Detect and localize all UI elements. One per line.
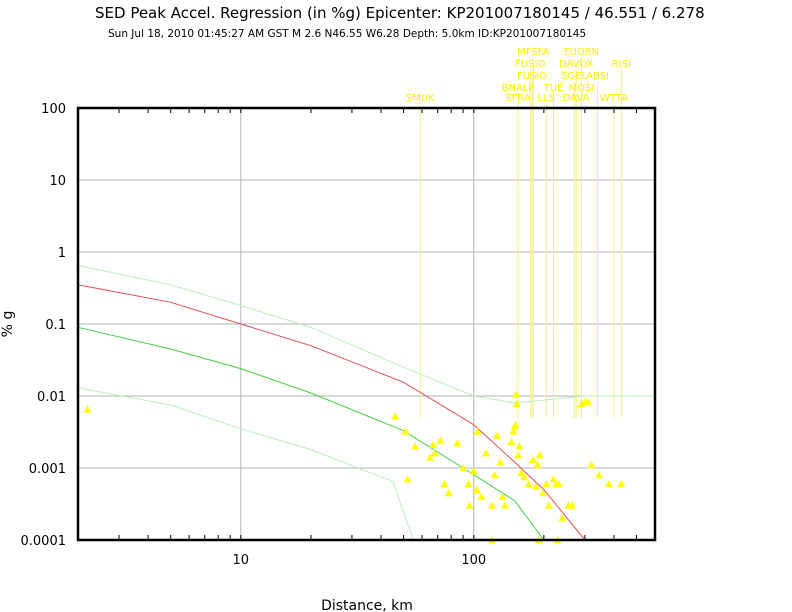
station-leader-lines [419,57,622,418]
data-point-triangle [544,501,553,509]
station-label: FUSIO [517,71,547,82]
data-point-triangle [538,489,547,497]
data-point-triangle [577,399,586,407]
data-point-triangle [509,427,518,435]
data-point-triangle [411,442,420,450]
data-point-triangle [482,449,491,457]
y-tick-label: 1 [58,246,66,261]
data-point-triangle [440,480,449,488]
data-point-triangle [83,405,92,413]
data-point-triangle [542,480,551,488]
data-point-triangle [493,431,502,439]
data-point-triangle [535,451,544,459]
station-label: FUORN [564,47,599,58]
data-point-triangle [595,471,603,479]
station-label: SGEL [561,71,587,82]
data-point-triangle [429,440,438,448]
data-point-triangle [464,480,473,488]
data-point-triangle [558,514,567,522]
data-point-triangle [426,453,435,461]
data-point-triangle [587,461,596,469]
station-label: WTTA [600,93,628,104]
y-tick-label: 0.001 [29,462,66,477]
axis-ticks: 10 100 100 10 1 0.1 0.01 0.001 0.0001 [21,102,638,568]
data-point-triangle [554,480,563,488]
data-point-triangle [529,455,538,463]
data-point-triangle [533,461,542,469]
station-label: MFSFA [517,47,549,58]
data-point-triangle [512,399,521,407]
data-point-triangle [391,412,400,420]
data-point-triangle [514,451,523,459]
x-tick-label: 10 [233,553,250,568]
station-label: DAVOX [559,59,594,70]
upper-band-curve [77,265,655,404]
chart-title: SED Peak Accel. Regression (in %g) Epice… [95,4,705,22]
x-tick-label: 100 [461,553,486,568]
data-point-triangle [459,464,468,472]
data-point-triangle [498,492,507,500]
data-point-triangle [532,482,540,490]
y-tick-label: 0.0001 [21,534,67,549]
x-axis-label: Distance, km [321,598,413,612]
station-label: TUE [543,83,564,94]
lower-curve [77,326,545,541]
data-point-triangle [500,501,509,509]
regression-curves [77,265,655,541]
station-label: SMUK [406,93,435,104]
data-point-triangle [401,427,410,435]
data-point-triangle [473,427,482,435]
chart-subtitle: Sun Jul 18, 2010 01:45:27 AM GST M 2.6 N… [108,28,586,40]
data-point-triangle [488,501,497,509]
station-label: ABSI [586,71,609,82]
station-label: MOSI [569,83,595,94]
station-data-points [83,390,626,544]
data-point-triangle [507,438,516,446]
data-point-triangle [515,442,524,450]
station-label: LLS [538,93,556,104]
data-point-triangle [444,489,453,497]
data-point-triangle [472,485,481,493]
data-point-triangle [430,449,439,457]
station-label: DAVA [563,93,590,104]
data-point-triangle [584,398,593,406]
mean-curve [77,284,586,541]
data-point-triangle [465,501,474,509]
y-tick-label: 0.01 [37,390,66,405]
data-point-triangle [436,436,445,444]
y-tick-label: 100 [41,102,66,117]
station-label: BNALP [502,83,535,94]
data-point-triangle [453,439,462,447]
y-tick-label: 0.1 [45,318,66,333]
y-axis-label: % g [0,311,16,338]
data-point-triangle [524,480,533,488]
station-label: RISI [612,59,631,70]
y-tick-label: 10 [49,174,66,189]
data-point-triangle [520,473,529,481]
data-point-triangle [511,420,520,428]
station-label: SFRA [505,93,531,104]
data-point-triangle [549,475,558,483]
data-point-triangle [477,492,486,500]
data-point-triangle [469,467,478,475]
data-point-triangle [490,471,499,479]
station-labels: SMUK MFSFA FUORN FUSIO DAVOX RISI FUSIO SGELABS… [406,47,631,104]
data-point-triangle [517,469,526,477]
data-point-triangle [568,501,577,509]
station-label: FUSIO [515,59,545,70]
lower-band-curve [77,387,414,541]
data-point-triangle [512,390,521,398]
data-point-triangle [617,480,626,488]
plot-frame [76,106,657,542]
data-point-triangle [496,458,505,466]
data-point-triangle [604,480,613,488]
data-point-triangle [403,475,412,483]
